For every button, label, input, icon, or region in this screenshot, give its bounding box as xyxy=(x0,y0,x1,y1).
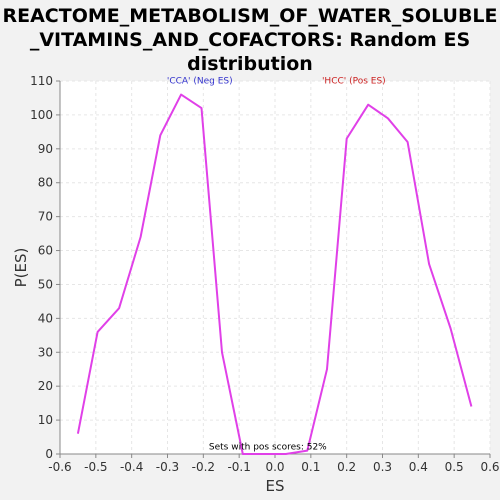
annotation-label: Sets with pos scores: 52% xyxy=(209,443,327,453)
y-tick-label: 60 xyxy=(38,244,53,258)
x-tick-label: -0.2 xyxy=(192,460,215,474)
title-line-1: REACTOME_METABOLISM_OF_WATER_SOLUBLE xyxy=(2,5,498,27)
title-line-3: distribution xyxy=(187,53,313,75)
chart-title: REACTOME_METABOLISM_OF_WATER_SOLUBLE _VI… xyxy=(0,4,500,76)
x-axis-label: ES xyxy=(266,477,285,495)
x-tick-label: 0.4 xyxy=(409,460,428,474)
es-distribution-line xyxy=(76,93,473,455)
y-tick-label: 80 xyxy=(38,176,53,190)
x-tick-label: 0.5 xyxy=(445,460,464,474)
y-tick-label: 110 xyxy=(30,74,53,88)
y-tick-label: 10 xyxy=(38,413,53,427)
x-tick-label: -0.6 xyxy=(48,460,71,474)
x-tick-label: -0.3 xyxy=(156,460,179,474)
x-tick-label: -0.1 xyxy=(227,460,250,474)
x-tick-label: 0.6 xyxy=(480,460,499,474)
x-tick-label: -0.4 xyxy=(120,460,143,474)
x-tick-label: 0.1 xyxy=(301,460,320,474)
y-tick-label: 90 xyxy=(38,142,53,156)
annotation-label: 'HCC' (Pos ES) xyxy=(322,76,386,86)
title-line-2: _VITAMINS_AND_COFACTORS: Random ES xyxy=(29,29,471,51)
y-tick-label: 40 xyxy=(38,311,53,325)
y-tick-label: 0 xyxy=(45,447,53,461)
y-tick-label: 30 xyxy=(38,345,53,359)
y-tick-label: 70 xyxy=(38,210,53,224)
y-tick-label: 50 xyxy=(38,277,53,291)
y-tick-label: 20 xyxy=(38,379,53,393)
x-tick-label: 0.2 xyxy=(337,460,356,474)
x-tick-label: 0.3 xyxy=(373,460,392,474)
x-tick-label: 0.0 xyxy=(265,460,284,474)
y-tick-label: 100 xyxy=(30,108,53,122)
y-axis-label: P(ES) xyxy=(12,248,30,288)
annotation-label: 'CCA' (Neg ES) xyxy=(167,76,233,86)
x-tick-label: -0.5 xyxy=(84,460,107,474)
